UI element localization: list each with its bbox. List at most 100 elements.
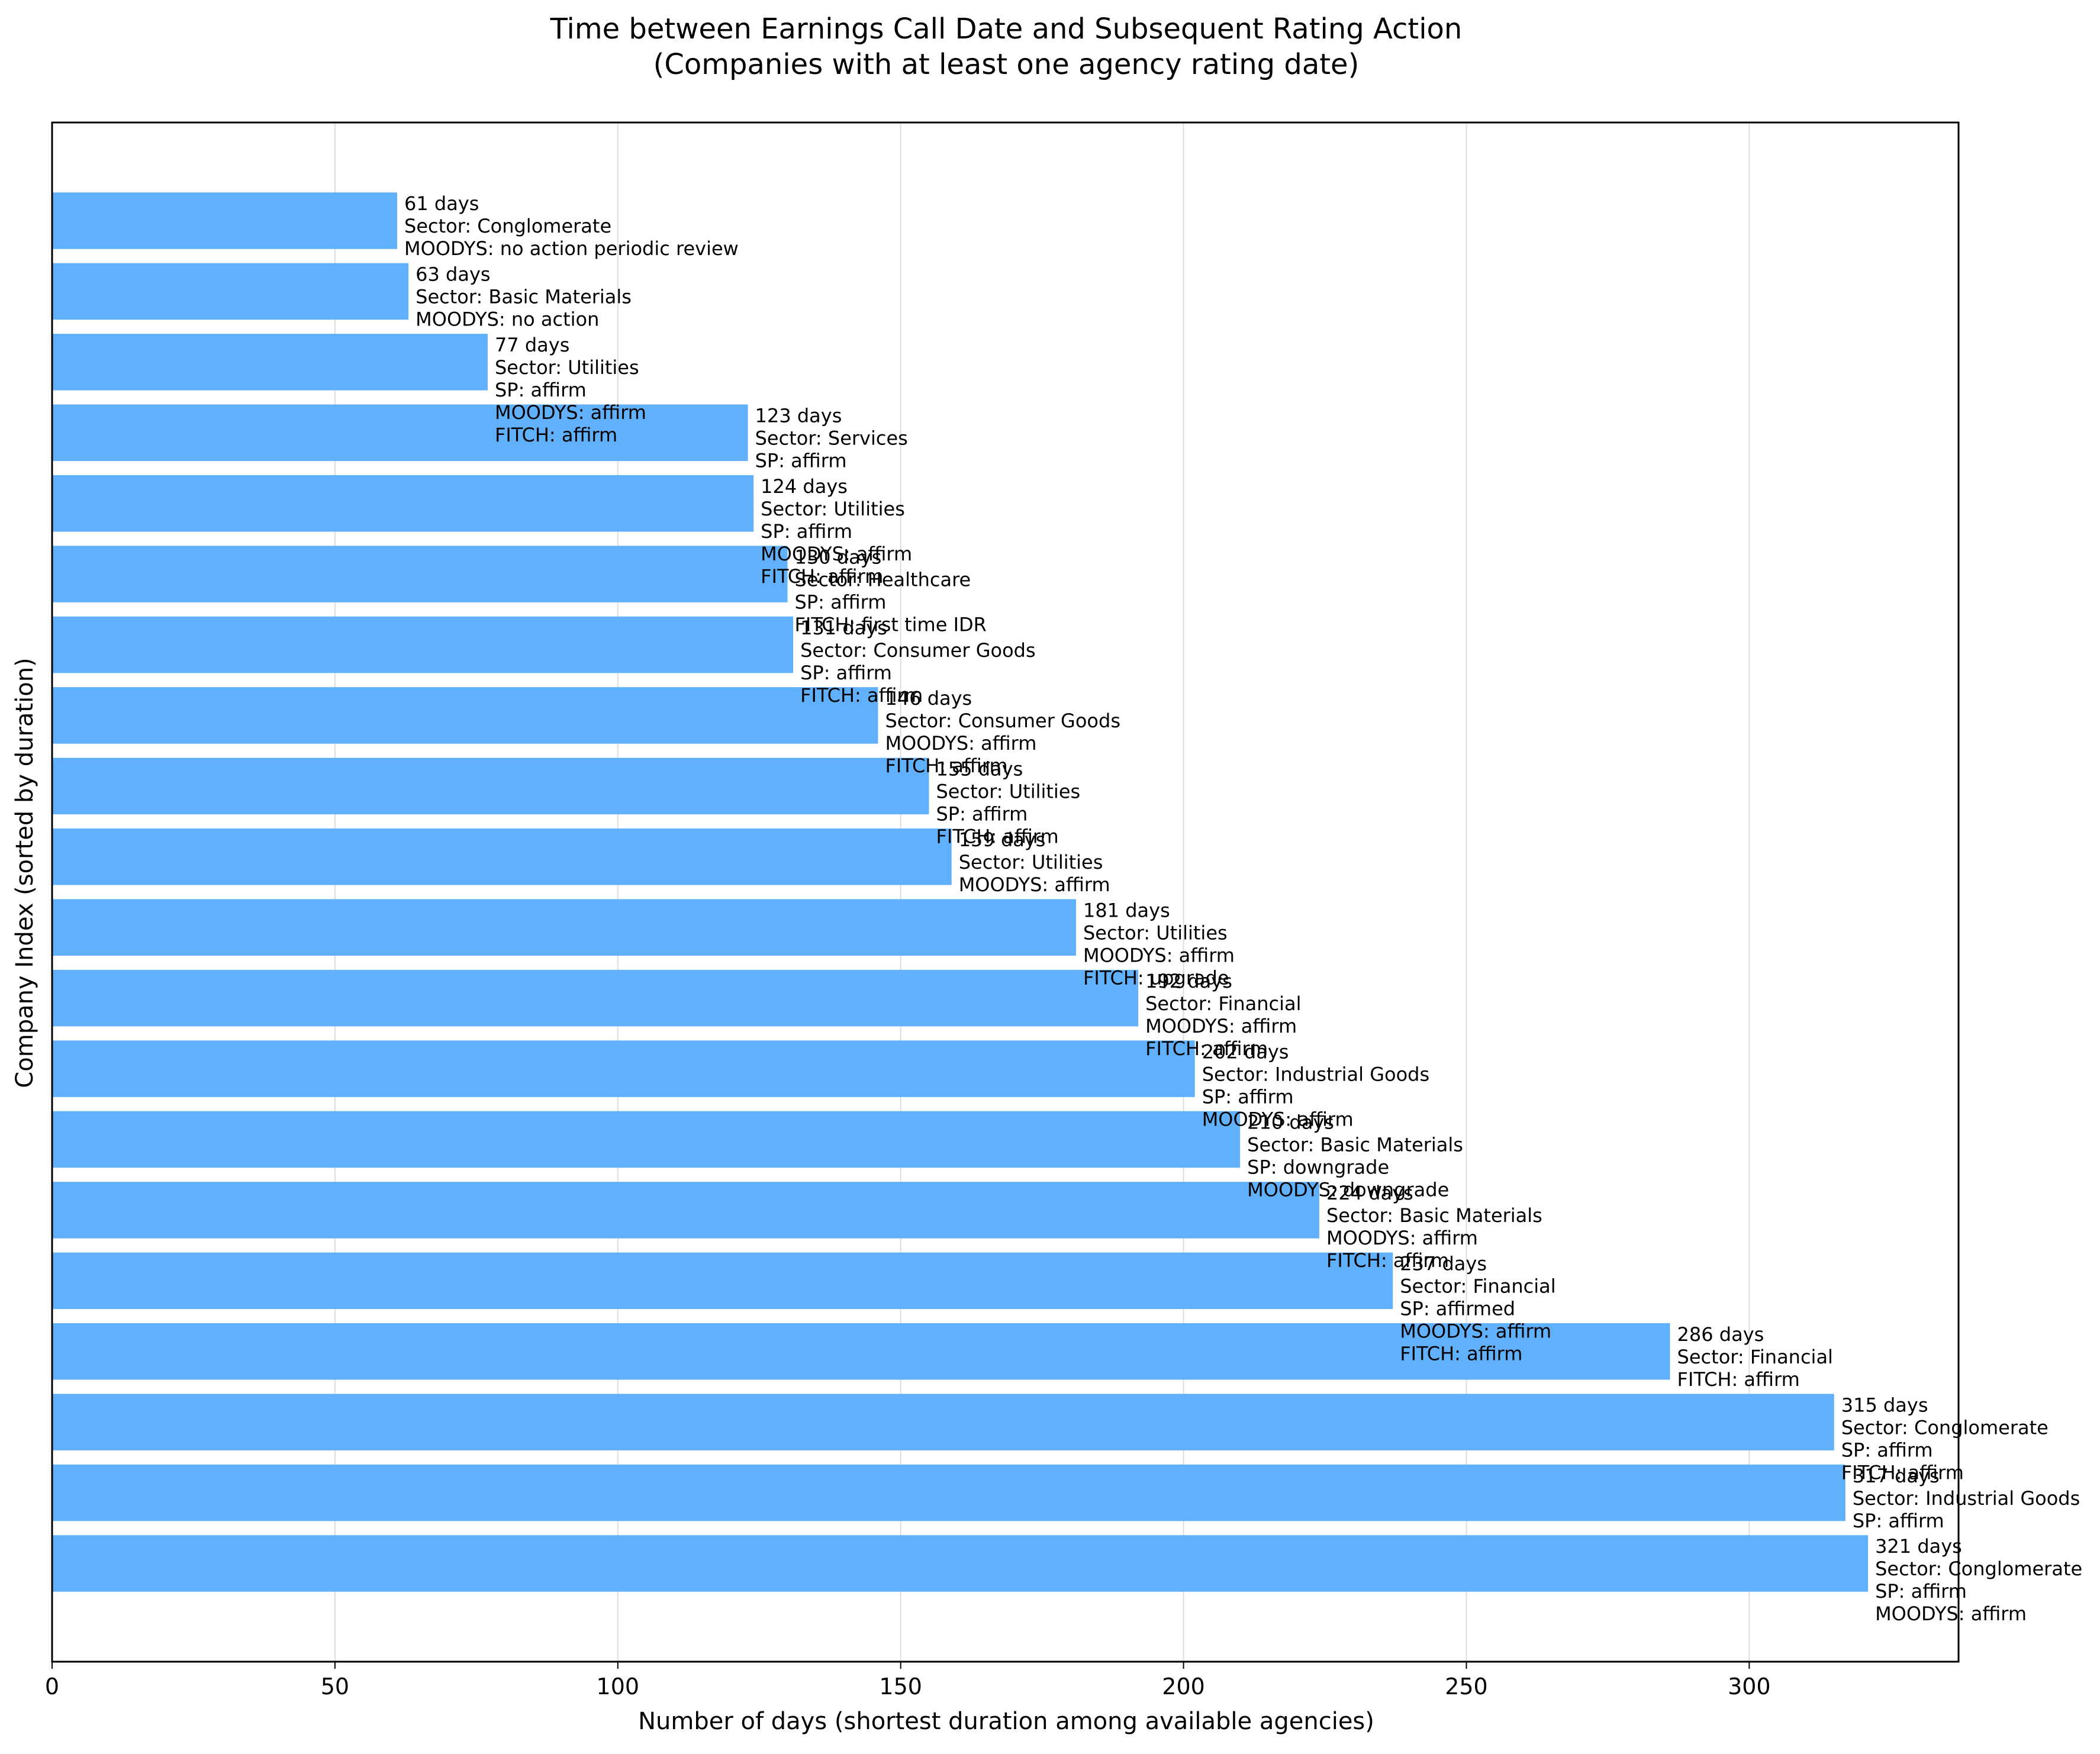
- bar-annotation: 237 days Sector: Financial SP: affirmed MOO…: [1400, 1253, 1555, 1365]
- bar: [52, 969, 1139, 1027]
- bar: [52, 404, 748, 462]
- bar-annotation: 286 days Sector: Financial FITCH: affirm: [1677, 1323, 1833, 1391]
- annotation-line: FITCH: affirm: [1145, 1037, 1268, 1060]
- annotation-line: FITCH: affirm: [1326, 1249, 1449, 1272]
- annotation-line: Sector: Utilities: [1083, 921, 1228, 944]
- annotation-line: 321 days: [1875, 1535, 1962, 1558]
- bar: [52, 192, 398, 249]
- annotation-line: Sector: Financial: [1145, 992, 1301, 1015]
- bar-annotation: 317 days Sector: Industrial Goods SP: affi…: [1853, 1465, 2080, 1532]
- bar-annotation: 124 days Sector: Utilities SP: affirm MOODY…: [761, 475, 912, 588]
- bar-annotation: 181 days Sector: Utilities MOODYS: affirm F…: [1083, 899, 1235, 989]
- annotation-line: 131 days: [800, 617, 887, 639]
- annotation-line: MOODYS: affirm: [885, 732, 1036, 755]
- bar-annotation: 77 days Sector: Utilities SP: affirm MOODYS…: [495, 334, 646, 446]
- annotation-line: MOODYS: no action periodic review: [404, 237, 739, 260]
- annotation-line: Sector: Industrial Goods: [1202, 1063, 1429, 1085]
- annotation-line: Sector: Healthcare: [795, 568, 971, 591]
- annotation-line: MOODYS: affirm: [495, 401, 646, 424]
- bar: [52, 1464, 1845, 1521]
- annotation-line: 155 days: [936, 758, 1023, 781]
- x-tick-label: 50: [321, 1674, 349, 1700]
- annotation-line: FITCH: affirm: [761, 565, 883, 588]
- x-axis-ticks: 0 50 100 150 200 250 300: [45, 1662, 1771, 1700]
- bar-annotation: 131 days Sector: Consumer Goods SP: affirm…: [800, 617, 1036, 707]
- plot-frame: [51, 121, 1960, 1663]
- bar: [52, 1394, 1834, 1450]
- annotation-line: Sector: Consumer Goods: [885, 710, 1120, 732]
- x-axis-label: Number of days (shortest duration among …: [638, 1708, 1374, 1735]
- annotation-line: Sector: Basic Materials: [416, 286, 632, 308]
- annotation-line: SP: affirmed: [1400, 1298, 1515, 1320]
- annotation-line: FITCH: affirm: [1400, 1343, 1522, 1365]
- annotation-line: MOODYS: affirm: [1145, 1015, 1297, 1037]
- annotation-line: SP: affirm: [1202, 1085, 1294, 1108]
- annotation-line: FITCH: affirm: [885, 755, 1007, 777]
- annotation-line: 286 days: [1677, 1323, 1764, 1346]
- annotation-line: SP: affirm: [800, 662, 892, 684]
- bar-annotation: 202 days Sector: Industrial Goods SP: affi…: [1202, 1040, 1429, 1130]
- bar-annotation: 192 days Sector: Financial MOODYS: affirm F…: [1145, 970, 1301, 1060]
- x-tick-label: 200: [1162, 1674, 1205, 1700]
- annotation-line: FITCH: upgrade: [1083, 966, 1229, 989]
- annotation-line: SP: downgrade: [1247, 1156, 1389, 1179]
- x-tick-label: 0: [45, 1674, 59, 1700]
- annotation-line: FITCH: affirm: [800, 684, 923, 707]
- y-axis-label: Company Index (sorted by duration): [11, 657, 38, 1088]
- bar: [52, 475, 754, 532]
- annotation-line: 61 days: [404, 192, 479, 215]
- annotation-line: MOODYS: affirm: [1326, 1227, 1478, 1249]
- annotation-line: 123 days: [755, 404, 842, 427]
- annotation-line: 159 days: [959, 828, 1046, 851]
- annotation-line: FITCH: affirm: [495, 424, 617, 446]
- annotation-line: FITCH: affirm: [936, 826, 1058, 848]
- annotation-line: 124 days: [761, 475, 848, 498]
- annotation-line: MOODYS: no action: [416, 308, 599, 331]
- annotation-line: Sector: Conglomerate: [1841, 1416, 2049, 1439]
- annotation-line: Sector: Services: [755, 427, 908, 449]
- bar-annotation: 321 days Sector: Conglomerate SP: affirm MO…: [1875, 1535, 2082, 1625]
- bar: [52, 757, 929, 815]
- annotation-line: MOODYS: downgrade: [1247, 1179, 1449, 1201]
- annotation-line: SP: affirm: [936, 803, 1028, 826]
- x-tick-label: 150: [879, 1674, 922, 1700]
- annotation-line: 237 days: [1400, 1253, 1487, 1275]
- annotation-line: FITCH: affirm: [1677, 1368, 1800, 1391]
- annotation-line: Sector: Conglomerate: [404, 215, 611, 237]
- annotation-line: SP: affirm: [1841, 1439, 1933, 1461]
- annotation-line: 315 days: [1841, 1394, 1928, 1416]
- bar-annotation: 130 days Sector: Healthcare SP: affirm FITC…: [795, 546, 987, 636]
- bar: [52, 1040, 1195, 1097]
- bar: [52, 899, 1076, 956]
- annotation-line: Sector: Utilities: [761, 498, 905, 520]
- bar: [52, 334, 488, 391]
- annotation-line: MOODYS: affirm: [1875, 1603, 2027, 1625]
- annotation-line: Sector: Basic Materials: [1247, 1134, 1463, 1156]
- annotation-line: 146 days: [885, 687, 972, 710]
- bar-annotation: 224 days Sector: Basic Materials MOODYS: a…: [1326, 1182, 1542, 1272]
- x-tick-label: 300: [1728, 1674, 1771, 1700]
- bar-annotations: 61 days Sector: Conglomerate MOODYS: no ac…: [404, 192, 2082, 1625]
- x-tick-label: 250: [1445, 1674, 1488, 1700]
- annotation-line: 317 days: [1853, 1465, 1940, 1487]
- bar-annotation: 61 days Sector: Conglomerate MOODYS: no ac…: [404, 192, 739, 260]
- annotation-line: Sector: Basic Materials: [1326, 1204, 1542, 1227]
- bar-annotation: 155 days Sector: Utilities SP: affirm FITCH…: [936, 758, 1080, 848]
- chart-title: Time between Earnings Call Date and Subs…: [550, 12, 1463, 46]
- bar-annotation: 159 days Sector: Utilities MOODYS: affirm: [959, 828, 1110, 896]
- bar-annotation: 146 days Sector: Consumer Goods MOODYS: af…: [885, 687, 1120, 777]
- bar-annotation: 210 days Sector: Basic Materials SP: downg…: [1247, 1111, 1463, 1201]
- bar: [52, 828, 952, 885]
- annotation-line: Sector: Utilities: [936, 781, 1080, 803]
- annotation-line: 77 days: [495, 334, 569, 356]
- bar: [52, 1535, 1869, 1592]
- bar: [52, 1111, 1241, 1168]
- annotation-line: Sector: Utilities: [959, 851, 1103, 873]
- bar: [52, 687, 878, 744]
- annotation-line: MOODYS: affirm: [1083, 944, 1235, 966]
- chart-subtitle: (Companies with at least one agency rati…: [653, 48, 1360, 81]
- annotation-line: MOODYS: affirm: [1400, 1320, 1551, 1343]
- annotation-line: SP: affirm: [755, 449, 847, 472]
